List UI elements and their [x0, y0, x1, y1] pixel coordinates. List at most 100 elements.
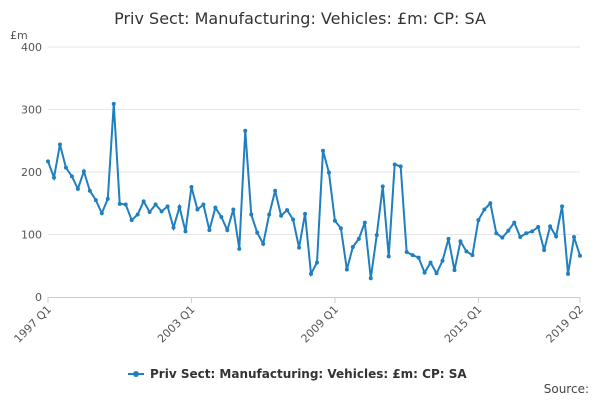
data-point [566, 271, 571, 276]
data-point [524, 231, 529, 236]
data-point [249, 212, 254, 217]
data-point [135, 212, 140, 217]
data-point [518, 235, 523, 239]
legend-label: Priv Sect: Manufacturing: Vehicles: £m: … [150, 367, 467, 381]
data-point [560, 204, 565, 209]
data-point [338, 226, 343, 231]
data-point [183, 229, 188, 234]
data-point [326, 170, 331, 175]
y-tick-label: 200 [21, 166, 42, 179]
data-point [536, 225, 541, 229]
data-point [165, 204, 170, 209]
data-point [452, 268, 457, 273]
data-point [279, 213, 284, 218]
data-point [63, 165, 68, 170]
data-point [332, 218, 337, 223]
x-tick-label: 2015 Q1 [442, 303, 485, 346]
data-point [255, 230, 260, 235]
data-point [201, 202, 206, 207]
data-point [314, 260, 319, 265]
x-tick-label: 2019 Q2 [544, 303, 587, 346]
data-point [231, 207, 236, 212]
data-point [416, 255, 421, 260]
y-tick-label: 400 [21, 41, 42, 54]
data-point [446, 236, 451, 241]
data-point [320, 148, 325, 153]
data-point [69, 174, 74, 179]
gridlines [48, 46, 580, 235]
data-point [237, 246, 242, 251]
y-tick-label: 300 [21, 104, 42, 117]
data-point [572, 235, 577, 239]
data-point [123, 202, 128, 207]
data-point [51, 175, 56, 180]
data-point [195, 207, 200, 212]
data-point [243, 128, 248, 133]
chart-title: Priv Sect: Manufacturing: Vehicles: £m: … [114, 9, 486, 28]
data-point [422, 270, 427, 275]
data-point [219, 215, 224, 219]
data-point [177, 205, 182, 209]
data-point [464, 249, 469, 254]
x-tick-label: 2009 Q1 [299, 303, 342, 346]
data-point [153, 202, 158, 207]
data-point [392, 162, 397, 167]
data-point [297, 245, 302, 250]
data-point [386, 254, 391, 259]
data-point [309, 271, 314, 276]
data-point [542, 248, 547, 253]
data-point [117, 201, 122, 206]
data-point [57, 142, 62, 147]
data-point [578, 253, 582, 258]
data-point [81, 169, 86, 174]
x-axis-ticks: 1997 Q1 2003 Q1 2009 Q1 2015 Q1 2019 Q2 [12, 297, 587, 346]
data-point [368, 276, 373, 281]
y-tick-label: 100 [21, 229, 42, 242]
data-point [189, 185, 194, 189]
data-point [428, 260, 433, 265]
data-point [506, 228, 511, 233]
data-point [111, 101, 116, 106]
data-point [398, 164, 403, 169]
x-tick-label: 1997 Q1 [12, 303, 55, 346]
data-point [482, 207, 487, 212]
data-point [434, 271, 439, 276]
data-point [93, 198, 98, 203]
data-point [75, 186, 80, 191]
data-point [350, 245, 355, 249]
data-point [225, 228, 230, 233]
data-point [129, 218, 134, 223]
data-point [344, 267, 349, 272]
data-point [273, 188, 278, 193]
data-point [488, 201, 493, 206]
series-line [47, 103, 581, 279]
y-axis-ticks: 0 100 200 300 400 [21, 41, 42, 304]
data-point [291, 217, 296, 222]
data-point [171, 225, 176, 230]
data-point [303, 211, 308, 216]
data-point [207, 228, 212, 233]
data-point [213, 205, 218, 210]
data-point [362, 220, 367, 225]
data-point [87, 188, 92, 193]
data-point [470, 253, 475, 258]
x-tick-label: 2003 Q1 [155, 303, 198, 346]
data-point [530, 229, 535, 234]
data-point [554, 234, 559, 239]
y-tick-label: 0 [35, 291, 42, 304]
data-point [476, 218, 481, 223]
source-label: Source: [544, 382, 589, 396]
data-point [440, 258, 445, 263]
data-point [494, 231, 499, 236]
data-point [141, 199, 146, 204]
data-point [512, 220, 517, 225]
data-point [99, 211, 104, 216]
data-point [548, 224, 553, 229]
data-point [404, 250, 409, 254]
data-point [46, 159, 50, 164]
data-point [267, 212, 272, 217]
y-unit-label: £m [10, 29, 28, 42]
legend[interactable]: Priv Sect: Manufacturing: Vehicles: £m: … [128, 367, 467, 381]
data-point [458, 239, 463, 244]
